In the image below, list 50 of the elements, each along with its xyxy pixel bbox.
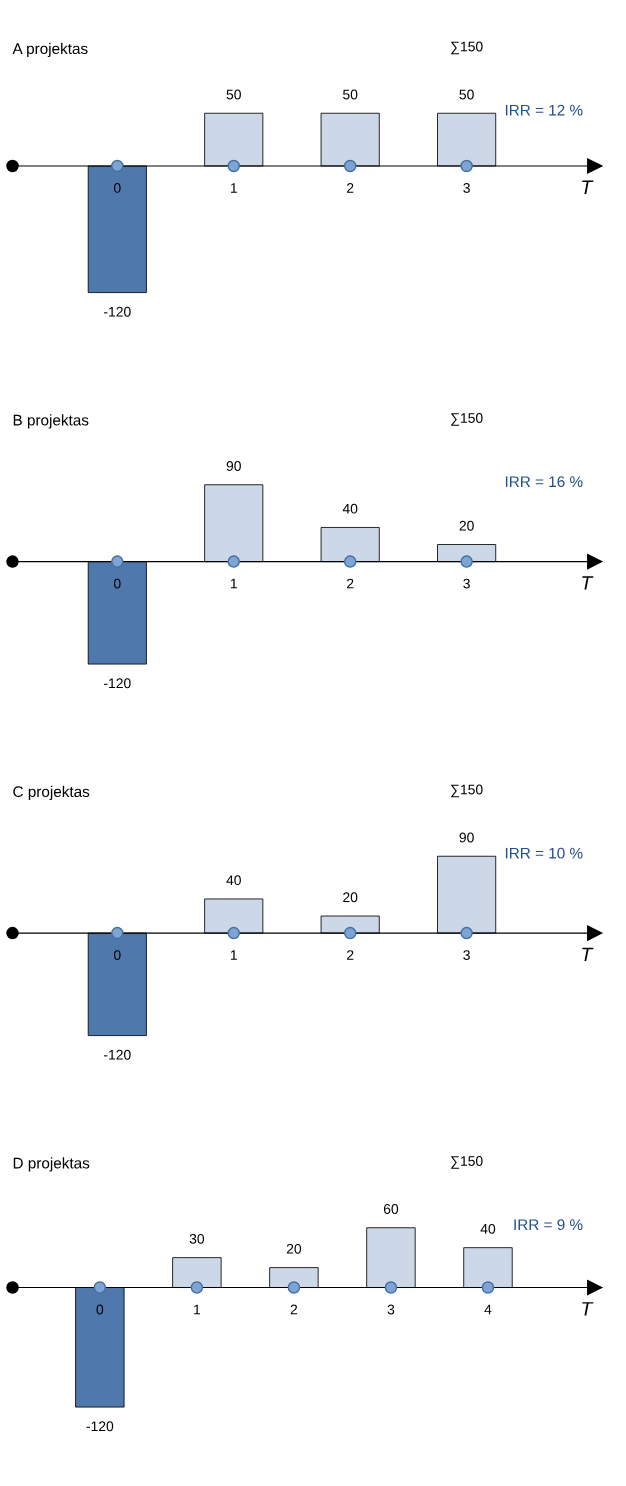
x-axis-title: T bbox=[582, 1302, 594, 1316]
x-tick-label: 0 bbox=[113, 950, 121, 960]
chart-title: D projektas bbox=[13, 1157, 90, 1172]
x-axis-title: T bbox=[582, 180, 594, 194]
x-tick-label: 0 bbox=[113, 578, 121, 589]
x-tick-label: 1 bbox=[230, 950, 237, 960]
data-label: 60 bbox=[383, 1204, 399, 1214]
x-tick-label: 1 bbox=[230, 183, 237, 193]
chart-title: A projektas bbox=[12, 42, 88, 58]
text: ∑150 bbox=[451, 413, 483, 426]
data-label: -120 bbox=[104, 306, 131, 317]
data-label: 90 bbox=[226, 461, 241, 471]
x-axis-title: T bbox=[582, 947, 594, 962]
data-label: 30 bbox=[189, 1233, 205, 1244]
data-label: 90 bbox=[459, 832, 474, 843]
text: ∑150 bbox=[451, 41, 483, 55]
data-label: -120 bbox=[104, 678, 131, 689]
x-tick-label: 3 bbox=[463, 950, 470, 960]
data-label: 40 bbox=[480, 1223, 496, 1234]
x-tick-label: 3 bbox=[463, 578, 470, 589]
x-tick-label: 2 bbox=[290, 1304, 298, 1315]
data-label: -120 bbox=[86, 1421, 114, 1432]
data-label: 50 bbox=[343, 89, 358, 100]
data-label: 40 bbox=[342, 503, 358, 514]
x-tick-label: 2 bbox=[347, 950, 354, 960]
x-tick-label: 3 bbox=[463, 183, 470, 193]
x-tick-label: 1 bbox=[194, 1304, 201, 1315]
chart-title: C projektas bbox=[13, 785, 90, 801]
x-tick-label: 2 bbox=[347, 578, 354, 589]
x-tick-label: 4 bbox=[484, 1304, 492, 1315]
text: ∑150 bbox=[451, 784, 483, 798]
x-tick-label: 3 bbox=[387, 1304, 395, 1315]
annotation: IRR = 12 % bbox=[505, 104, 583, 116]
annotation: IRR = 16 % bbox=[505, 476, 583, 488]
x-axis-title: T bbox=[582, 576, 594, 590]
data-label: 20 bbox=[459, 520, 474, 531]
x-tick-label: 0 bbox=[96, 1304, 104, 1315]
data-label: 20 bbox=[286, 1243, 302, 1254]
x-tick-label: 0 bbox=[113, 183, 121, 193]
x-tick-label: 1 bbox=[230, 578, 237, 589]
data-label: 40 bbox=[226, 875, 241, 886]
text: ∑150 bbox=[451, 1156, 483, 1169]
data-label: 50 bbox=[226, 89, 241, 100]
data-label: 50 bbox=[459, 89, 474, 100]
annotation: IRR = 9 % bbox=[514, 1219, 583, 1231]
data-label: 20 bbox=[343, 892, 358, 903]
x-tick-label: 2 bbox=[347, 183, 354, 193]
chart-title: B projektas bbox=[13, 414, 89, 429]
data-label: -120 bbox=[104, 1049, 131, 1060]
annotation: IRR = 10 % bbox=[505, 847, 583, 859]
